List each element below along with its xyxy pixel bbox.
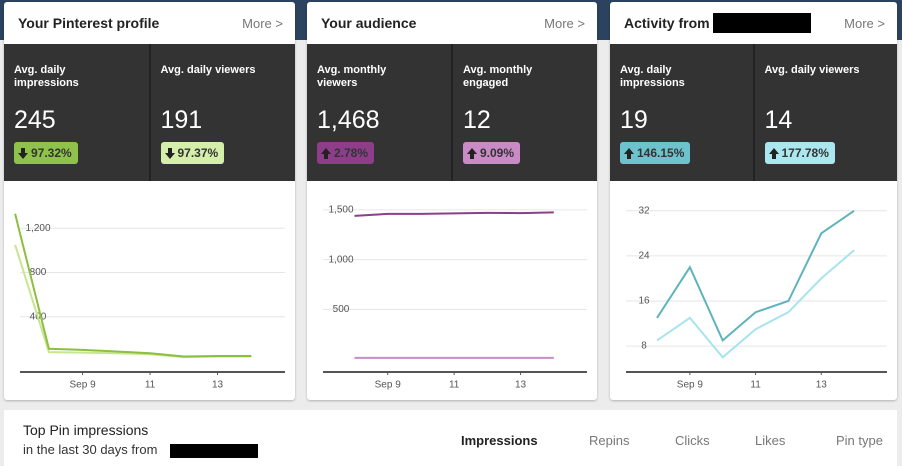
card-title: Your audience — [321, 15, 417, 31]
card: Activity from More > Avg. daily impression… — [610, 2, 897, 400]
change-badge: 97.32% — [14, 142, 78, 164]
arrow — [18, 147, 28, 159]
trend-arrow — [467, 147, 477, 159]
y-tick-label: 16 — [638, 296, 650, 307]
footer-card: Top Pin impressions in the last 30 days … — [4, 410, 897, 466]
x-tick-label: Sep 9 — [70, 380, 97, 391]
change-text: 2.78% — [334, 146, 369, 160]
series-line — [14, 213, 252, 358]
trend-arrow — [18, 147, 28, 159]
card-header: Activity from More > — [610, 2, 897, 44]
card-title: Your Pinterest profile — [18, 15, 160, 31]
stat: Avg. daily viewers 191 97.37% — [151, 44, 296, 181]
tab[interactable]: Clicks — [675, 433, 710, 448]
change-text: 177.78% — [781, 146, 829, 160]
more-link[interactable]: More > — [242, 16, 283, 31]
stat: Avg. daily impressions 19 146.15% — [610, 44, 755, 181]
arrow — [467, 147, 477, 159]
stat-label: Avg. daily impressions — [620, 64, 685, 89]
card: Your audience More > Avg. monthly viewers 1… — [307, 2, 597, 400]
footer-subtitle: in the last 30 days from — [23, 442, 158, 457]
stats-panel: Avg. daily impressions 19 146.15% Avg. dail… — [610, 44, 897, 181]
tab[interactable]: Repins — [589, 433, 630, 448]
stat: Avg. monthly engaged 12 9.09% — [453, 44, 597, 181]
change-badge: 146.15% — [620, 142, 691, 164]
stats-panel: Avg. daily impressions 245 97.32% Avg. dail… — [4, 44, 295, 181]
card: Your Pinterest profile More > Avg. daily i… — [4, 2, 295, 400]
change-badge: 177.78% — [764, 142, 835, 164]
stat-value: 245 — [14, 106, 56, 134]
redacted — [713, 13, 811, 33]
series-line — [14, 244, 252, 359]
stat-value: 14 — [764, 106, 793, 134]
card-header: Your audience More > — [307, 2, 597, 44]
arrow — [321, 147, 331, 159]
trend-arrow — [321, 147, 331, 159]
stat-label: Avg. daily impressions — [14, 64, 79, 89]
x-tick-label: 11 — [449, 380, 460, 391]
series-line — [354, 211, 554, 217]
stat: Avg. daily viewers 14 177.78% — [755, 44, 898, 181]
x-tick-label: 11 — [750, 380, 761, 391]
y-tick-label: 1,200 — [25, 223, 50, 234]
y-tick-label: 1,000 — [328, 254, 353, 265]
tab[interactable]: Likes — [755, 433, 786, 448]
chart: 500 1,000 1,500 Sep 9 11 13 — [323, 205, 587, 391]
change-text: 146.15% — [637, 146, 685, 160]
stat-value: 191 — [160, 106, 203, 134]
x-tick-label: 13 — [515, 380, 527, 391]
series-line — [656, 209, 855, 343]
change-badge: 2.78% — [317, 142, 375, 164]
x-tick-label: 11 — [145, 380, 156, 391]
series-line — [656, 249, 855, 359]
x-tick-label: Sep 9 — [677, 380, 704, 391]
trend-arrow — [164, 147, 175, 159]
change-badge: 97.37% — [160, 142, 225, 164]
stat-value: 12 — [463, 106, 491, 134]
tab[interactable]: Impressions — [461, 433, 538, 448]
x-tick-label: 13 — [212, 380, 224, 391]
tab[interactable]: Pin type — [836, 433, 883, 448]
y-tick-label: 8 — [641, 341, 647, 352]
y-tick-label: 32 — [638, 205, 650, 216]
y-tick-label: 500 — [333, 304, 350, 315]
arrow — [768, 147, 779, 159]
stat: Avg. monthly viewers 1,468 2.78% — [307, 44, 453, 181]
more-link[interactable]: More > — [544, 16, 585, 31]
stat: Avg. daily impressions 245 97.32% — [4, 44, 151, 181]
stat-label: Avg. monthly viewers — [317, 64, 387, 89]
redacted — [170, 444, 258, 458]
more-link[interactable]: More > — [844, 16, 885, 31]
change-badge: 9.09% — [463, 142, 521, 164]
stat-label: Avg. daily viewers — [160, 64, 256, 76]
x-tick-label: 13 — [816, 380, 828, 391]
chart: 8 16 24 32 Sep 9 11 13 — [626, 205, 887, 391]
stat-value: 19 — [620, 106, 648, 134]
change-text: 97.37% — [177, 146, 219, 160]
y-tick-label: 24 — [638, 251, 650, 262]
y-tick-label: 800 — [30, 267, 47, 278]
y-tick-label: 1,500 — [328, 205, 353, 216]
card-title: Activity from — [624, 15, 710, 31]
stats-panel: Avg. monthly viewers 1,468 2.78% Avg. month… — [307, 44, 597, 181]
trend-arrow — [624, 147, 634, 159]
footer-title: Top Pin impressions — [23, 422, 149, 438]
arrow — [624, 147, 634, 159]
trend-arrow — [768, 147, 779, 159]
change-text: 9.09% — [480, 146, 515, 160]
x-tick-label: Sep 9 — [375, 380, 402, 391]
stat-label: Avg. daily viewers — [764, 64, 860, 76]
stat-value: 1,468 — [317, 106, 380, 134]
card-header: Your Pinterest profile More > — [4, 2, 295, 44]
change-text: 97.32% — [31, 146, 72, 160]
arrow — [164, 147, 175, 159]
stat-label: Avg. monthly engaged — [463, 64, 533, 89]
